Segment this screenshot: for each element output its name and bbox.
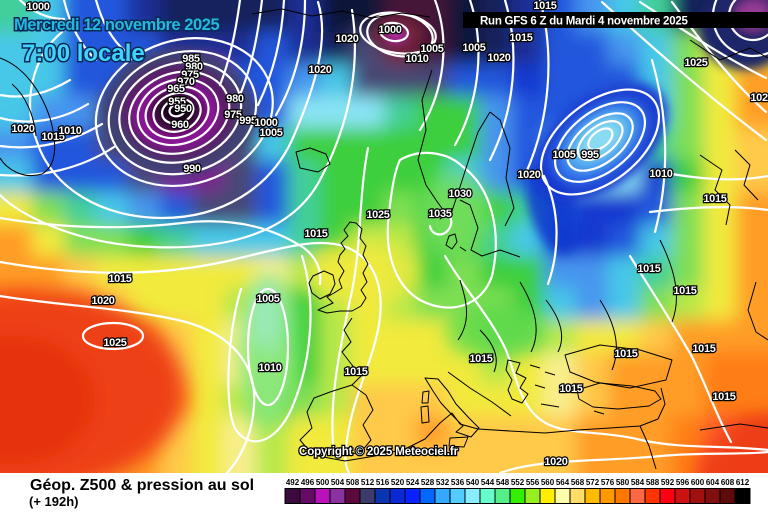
svg-text:492: 492 — [286, 478, 300, 487]
svg-text:568: 568 — [571, 478, 585, 487]
svg-text:1000: 1000 — [26, 1, 49, 13]
svg-text:980: 980 — [185, 61, 203, 73]
svg-text:572: 572 — [586, 478, 600, 487]
svg-text:1020: 1020 — [308, 64, 331, 76]
svg-text:(+ 192h): (+ 192h) — [29, 494, 79, 509]
svg-text:1010: 1010 — [649, 168, 672, 180]
svg-text:600: 600 — [691, 478, 705, 487]
svg-text:1020: 1020 — [91, 295, 114, 307]
svg-text:1020: 1020 — [750, 92, 768, 104]
svg-text:995: 995 — [581, 149, 599, 161]
svg-text:1020: 1020 — [517, 169, 540, 181]
svg-text:1015: 1015 — [304, 228, 327, 240]
svg-text:1020: 1020 — [487, 52, 510, 64]
svg-text:1015: 1015 — [469, 353, 492, 365]
svg-text:528: 528 — [421, 478, 435, 487]
svg-text:7:00 locale: 7:00 locale — [22, 40, 145, 67]
svg-text:965: 965 — [167, 83, 185, 95]
svg-text:1000: 1000 — [378, 24, 401, 36]
svg-text:Copyright © 2025 Meteociel.fr: Copyright © 2025 Meteociel.fr — [299, 446, 459, 458]
svg-text:580: 580 — [616, 478, 630, 487]
svg-text:1020: 1020 — [335, 33, 358, 45]
svg-text:1015: 1015 — [41, 131, 64, 143]
svg-text:1015: 1015 — [108, 273, 131, 285]
svg-text:516: 516 — [376, 478, 390, 487]
svg-text:504: 504 — [331, 478, 345, 487]
svg-text:1015: 1015 — [637, 263, 660, 275]
svg-text:1010: 1010 — [405, 53, 428, 65]
svg-text:1015: 1015 — [559, 383, 582, 395]
svg-text:524: 524 — [406, 478, 420, 487]
svg-text:1015: 1015 — [509, 32, 532, 44]
svg-text:1005: 1005 — [462, 42, 485, 54]
svg-text:Mercredi 12 novembre 2025: Mercredi 12 novembre 2025 — [14, 16, 219, 34]
svg-text:1030: 1030 — [448, 188, 471, 200]
svg-text:1020: 1020 — [11, 123, 34, 135]
svg-text:508: 508 — [346, 478, 360, 487]
svg-text:604: 604 — [706, 478, 720, 487]
svg-text:995: 995 — [239, 115, 257, 127]
svg-text:584: 584 — [631, 478, 645, 487]
svg-text:980: 980 — [226, 93, 244, 105]
svg-text:970: 970 — [177, 76, 195, 88]
svg-text:532: 532 — [436, 478, 450, 487]
svg-text:1015: 1015 — [344, 366, 367, 378]
svg-text:955: 955 — [168, 96, 186, 108]
svg-text:608: 608 — [721, 478, 735, 487]
svg-text:1015: 1015 — [533, 0, 556, 12]
svg-text:552: 552 — [511, 478, 525, 487]
svg-text:1015: 1015 — [614, 348, 637, 360]
svg-text:1015: 1015 — [703, 193, 726, 205]
svg-text:1005: 1005 — [420, 43, 443, 55]
svg-text:975: 975 — [181, 69, 199, 81]
svg-text:544: 544 — [481, 478, 495, 487]
svg-text:548: 548 — [496, 478, 510, 487]
svg-text:975: 975 — [224, 109, 242, 121]
svg-text:950: 950 — [174, 103, 192, 115]
svg-text:985: 985 — [182, 53, 200, 65]
svg-text:564: 564 — [556, 478, 570, 487]
svg-text:1025: 1025 — [103, 337, 126, 349]
svg-text:512: 512 — [361, 478, 375, 487]
svg-text:500: 500 — [316, 478, 330, 487]
svg-text:Géop. Z500 & pression au sol: Géop. Z500 & pression au sol — [30, 477, 254, 494]
svg-text:496: 496 — [301, 478, 315, 487]
svg-text:1015: 1015 — [692, 343, 715, 355]
svg-text:Run GFS 6 Z du Mardi 4 novembr: Run GFS 6 Z du Mardi 4 novembre 2025 — [480, 16, 688, 28]
svg-text:1015: 1015 — [712, 391, 735, 403]
svg-text:960: 960 — [171, 119, 189, 131]
svg-text:596: 596 — [676, 478, 690, 487]
svg-text:520: 520 — [391, 478, 405, 487]
svg-text:1010: 1010 — [258, 362, 281, 374]
svg-text:1005: 1005 — [259, 127, 282, 139]
svg-text:1005: 1005 — [552, 149, 575, 161]
svg-text:1015: 1015 — [673, 285, 696, 297]
svg-text:1020: 1020 — [544, 456, 567, 468]
svg-text:576: 576 — [601, 478, 615, 487]
svg-text:536: 536 — [451, 478, 465, 487]
svg-text:540: 540 — [466, 478, 480, 487]
svg-text:990: 990 — [183, 163, 201, 175]
svg-text:612: 612 — [736, 478, 750, 487]
svg-text:1025: 1025 — [684, 57, 707, 69]
svg-text:588: 588 — [646, 478, 660, 487]
svg-text:556: 556 — [526, 478, 540, 487]
svg-text:560: 560 — [541, 478, 555, 487]
svg-text:592: 592 — [661, 478, 675, 487]
svg-text:1025: 1025 — [366, 209, 389, 221]
svg-text:1035: 1035 — [428, 208, 451, 220]
svg-text:1010: 1010 — [58, 125, 81, 137]
svg-text:1005: 1005 — [256, 293, 279, 305]
svg-text:1000: 1000 — [254, 117, 277, 129]
